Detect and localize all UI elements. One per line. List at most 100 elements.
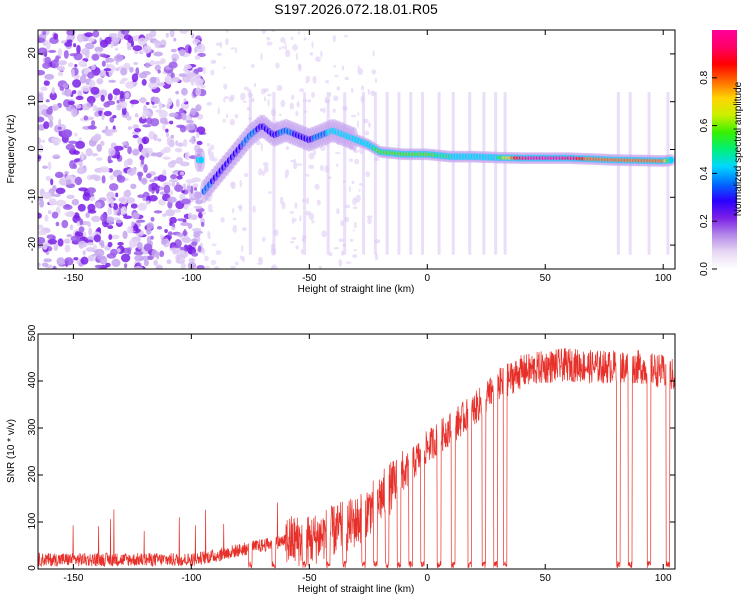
- spectrogram-streak: [468, 92, 472, 255]
- spectrogram-streak: [272, 92, 276, 255]
- spectrogram-noise-blob: [127, 35, 134, 44]
- spectrogram-noise-blob: [281, 45, 285, 49]
- spectrogram-noise-blob: [137, 37, 147, 46]
- spectrogram-noise-blob: [82, 249, 86, 256]
- spectrogram-noise-blob: [231, 181, 236, 190]
- spectrogram-streak: [248, 92, 252, 255]
- spectrogram-noise-blob: [40, 86, 48, 92]
- spectrogram-noise-blob: [149, 76, 157, 84]
- spectrogram-noise-blob: [291, 217, 295, 224]
- spectrogram-noise-blob: [55, 221, 60, 227]
- spectrogram-noise-blob: [145, 152, 150, 158]
- spectrogram-noise-blob: [57, 238, 64, 247]
- spectrogram-noise-blob: [67, 62, 74, 68]
- spectrogram-noise-blob: [190, 108, 199, 112]
- snr-xlabel: Height of straight line (km): [298, 584, 415, 595]
- spectrogram-noise-blob: [276, 84, 283, 92]
- spectrogram-noise-blob: [293, 158, 296, 162]
- spectrogram-noise-blob: [217, 106, 220, 115]
- snr-ytick-label: 0: [27, 565, 38, 571]
- spectrogram-noise-blob: [278, 47, 282, 50]
- spectrogram-noise-blob: [149, 59, 155, 66]
- spectrogram-noise-blob: [229, 118, 236, 126]
- spectrogram-noise-blob: [90, 100, 94, 107]
- spectrogram-noise-blob: [113, 95, 118, 101]
- spectrogram-xtick-label: 0: [424, 273, 430, 284]
- spectrogram-streak: [343, 92, 347, 255]
- spectrogram-noise-blob: [195, 87, 202, 97]
- spectrogram-noise-blob: [239, 179, 242, 188]
- spectrogram-noise-blob: [96, 227, 102, 232]
- spectrogram-noise-blob: [143, 243, 153, 252]
- spectrogram-noise-blob: [104, 129, 112, 137]
- spectrogram-noise-blob: [290, 36, 294, 40]
- spectrogram-noise-blob: [201, 212, 207, 216]
- spectrogram-noise-blob: [200, 221, 205, 227]
- spectrogram-noise-blob: [159, 234, 164, 239]
- spectrogram-noise-blob: [120, 206, 128, 215]
- spectrogram-noise-blob: [222, 118, 226, 123]
- spectrogram-noise-blob: [165, 209, 176, 217]
- spectrogram-noise-blob: [341, 65, 345, 71]
- spectrogram-noise-blob: [66, 233, 73, 238]
- spectrogram-noise-blob: [320, 50, 323, 58]
- spectrogram-noise-blob: [121, 106, 127, 116]
- spectrogram-noise-blob: [123, 263, 128, 269]
- spectrogram-noise-blob: [284, 41, 287, 45]
- spectrogram-noise-blob: [308, 164, 315, 169]
- spectrogram-noise-blob: [73, 43, 77, 48]
- spectrogram-noise-blob: [191, 238, 199, 243]
- spectrogram-noise-blob: [167, 97, 173, 107]
- spectrogram-noise-blob: [305, 75, 311, 82]
- spectrogram-noise-blob: [179, 49, 186, 57]
- spectrogram-noise-blob: [145, 101, 150, 105]
- spectrogram-noise-blob: [96, 157, 103, 161]
- spectrogram-noise-blob: [84, 32, 94, 38]
- spectrogram-noise-blob: [120, 30, 130, 35]
- spectrogram-noise-blob: [74, 64, 78, 68]
- spectrogram-noise-blob: [202, 66, 206, 75]
- spectrogram-noise-blob: [298, 63, 301, 70]
- spectrogram-noise-blob: [44, 56, 51, 64]
- spectrogram-noise-blob: [168, 61, 178, 69]
- spectrogram-noise-blob: [171, 76, 181, 83]
- spectrogram-noise-blob: [294, 202, 298, 209]
- spectrogram-noise-blob: [137, 137, 143, 146]
- spectrogram-noise-blob: [61, 219, 69, 229]
- spectrogram-noise-blob: [182, 230, 188, 236]
- spectrogram-noise-blob: [148, 81, 158, 90]
- spectrogram-noise-blob: [44, 214, 49, 222]
- spectrogram-noise-blob: [243, 173, 249, 178]
- spectrogram-noise-blob: [262, 236, 266, 242]
- spectrogram-noise-blob: [157, 69, 161, 74]
- snr-ylabel: SNR (10 * v/v): [6, 419, 17, 483]
- spectrogram-noise-blob: [53, 243, 59, 252]
- spectrogram-noise-blob: [50, 59, 60, 69]
- spectrogram-noise-blob: [295, 245, 299, 250]
- spectrogram-noise-blob: [147, 255, 154, 261]
- spectrogram-streak: [303, 92, 307, 255]
- spectrogram-noise-blob: [64, 41, 73, 47]
- spectrogram-noise-blob: [85, 148, 93, 157]
- spectrogram-noise-blob: [38, 262, 41, 268]
- spectrogram-noise-blob: [87, 125, 97, 130]
- spectrogram-noise-blob: [76, 167, 86, 175]
- spectrogram-noise-blob: [165, 128, 169, 133]
- spectrogram-noise-blob: [258, 256, 263, 265]
- spectrogram-noise-blob: [137, 241, 143, 250]
- spectrogram-noise-blob: [71, 198, 80, 206]
- spectrogram-noise-blob: [194, 191, 202, 200]
- spectrogram-noise-blob: [186, 119, 194, 124]
- spectrogram-noise-blob: [101, 175, 106, 184]
- spectrogram-noise-blob: [332, 108, 336, 113]
- spectrogram-noise-blob: [84, 42, 95, 50]
- spectrogram-noise-blob: [91, 153, 99, 157]
- spectrogram-noise-blob: [143, 163, 148, 173]
- spectrogram-noise-blob: [68, 100, 75, 106]
- spectrogram-noise-blob: [132, 213, 140, 219]
- spectrogram-noise-blob: [107, 208, 112, 214]
- spectrogram-noise-blob: [92, 30, 100, 38]
- spectrogram-noise-blob: [232, 217, 237, 221]
- spectrogram-noise-blob: [138, 72, 148, 79]
